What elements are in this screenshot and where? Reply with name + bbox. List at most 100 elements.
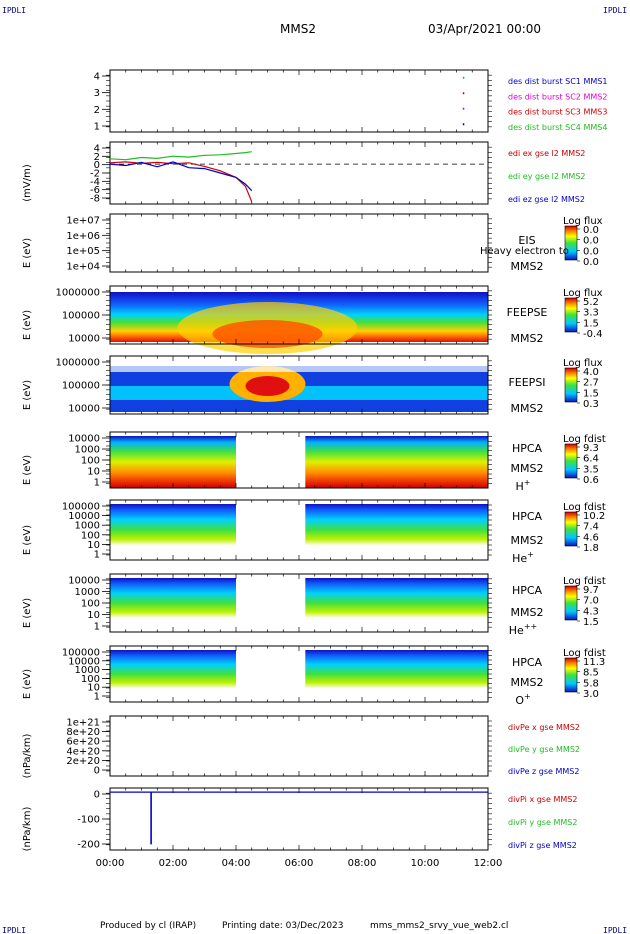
footer-printing-date: Printing date: 03/Dec/2023 xyxy=(222,921,344,931)
y-tick-label: 2 xyxy=(94,105,100,116)
y-tick-label: 4e+20 xyxy=(66,746,100,757)
legend-entry: des dist burst SC3 MMS3 xyxy=(508,108,607,117)
corner-label-tl: IPDLI xyxy=(2,6,27,15)
overlay-label: Heavy electron to xyxy=(480,246,569,257)
colorbar-value: 9.7 xyxy=(583,585,599,596)
colorbar-value: 0.0 xyxy=(583,246,599,257)
instrument-label: HPCA xyxy=(512,442,543,455)
panel-frame-edi-e-field xyxy=(109,141,489,205)
colorbar-title: Log flux xyxy=(563,358,603,369)
colorbar-value: 4.3 xyxy=(583,606,599,617)
spacecraft-label: MMS2 xyxy=(511,606,544,619)
y-tick-label: 10 xyxy=(87,610,100,621)
y-tick-label: 1 xyxy=(94,692,100,703)
species-label: O+ xyxy=(515,692,530,707)
species-label: He++ xyxy=(509,622,537,637)
burst-marker xyxy=(462,92,465,95)
y-tick-label: -8 xyxy=(90,194,100,205)
y-tick-label: 10000 xyxy=(68,576,100,587)
y-axis-label: (nPa/km) xyxy=(22,734,33,779)
burst-marker xyxy=(462,107,465,110)
datetime-title: 03/Apr/2021 00:00 xyxy=(428,22,542,36)
spacecraft-label: MMS2 xyxy=(511,402,544,415)
y-tick-label: 4 xyxy=(94,144,100,155)
panel-frame-divpi xyxy=(109,787,489,851)
x-tick-label: 12:00 xyxy=(474,858,503,869)
colorbar-title: Log flux xyxy=(563,288,603,299)
footer-produced-by: Produced by cl (IRAP) xyxy=(100,921,197,931)
y-tick-label: 10000 xyxy=(68,656,100,667)
footer-filename: mms_mms2_srvy_vue_web2.cl xyxy=(370,921,509,931)
spacecraft-label: MMS2 xyxy=(511,676,544,689)
y-tick-label: 100 xyxy=(81,456,100,467)
colorbar xyxy=(564,297,578,333)
y-axis-label: E (eV) xyxy=(22,238,33,268)
legend-entry: divPe x gse MMS2 xyxy=(508,723,580,732)
y-axis-label: E (eV) xyxy=(22,525,33,555)
colorbar xyxy=(564,225,578,261)
legend-entry: des dist burst SC4 MMS4 xyxy=(508,123,607,132)
corner-label-br: IPDLI xyxy=(603,926,628,934)
y-tick-label: 1e+07 xyxy=(66,216,100,227)
legend-entry: edi ey gse l2 MMS2 xyxy=(508,172,586,181)
spectrogram-hotspot xyxy=(245,376,290,396)
spacecraft-label: MMS2 xyxy=(511,332,544,345)
colorbar-value: 5.8 xyxy=(583,678,599,689)
colorbar-value: 9.3 xyxy=(583,443,599,454)
y-tick-label: -100 xyxy=(77,815,100,826)
colorbar-value: 1.5 xyxy=(583,388,599,399)
colorbar xyxy=(564,367,578,403)
y-tick-label: 10000 xyxy=(68,404,100,415)
corner-label-tr: IPDLI xyxy=(603,6,628,15)
x-tick-label: 04:00 xyxy=(222,858,251,869)
colorbar-value: 10.2 xyxy=(583,511,605,522)
legend-entry: divPe y gse MMS2 xyxy=(508,745,580,754)
spectrogram-hotspot xyxy=(212,320,323,348)
y-tick-label: 100000 xyxy=(62,648,100,659)
y-tick-label: -2 xyxy=(90,169,100,180)
y-axis-label: E (eV) xyxy=(22,310,33,340)
y-tick-label: 10000 xyxy=(68,334,100,345)
series-line xyxy=(110,791,488,845)
species-label: He+ xyxy=(512,550,534,565)
y-tick-label: 1000000 xyxy=(55,288,100,299)
y-tick-label: 1e+05 xyxy=(66,246,100,257)
spacecraft-label: MMS2 xyxy=(511,260,544,273)
colorbar-value: 0.6 xyxy=(583,475,599,486)
panel-frame-divpe xyxy=(109,715,489,777)
colorbar-value: 0.0 xyxy=(583,236,599,247)
colorbar-value: 11.3 xyxy=(583,657,605,668)
colorbar xyxy=(564,585,578,621)
colorbar xyxy=(564,657,578,693)
spacecraft-label: MMS2 xyxy=(511,462,544,475)
y-tick-label: 100 xyxy=(81,674,100,685)
burst-marker xyxy=(462,76,465,79)
y-tick-label: 1e+04 xyxy=(66,262,100,273)
colorbar-value: 0.0 xyxy=(583,225,599,236)
y-tick-label: 1000 xyxy=(75,587,100,598)
spectrogram-noise xyxy=(110,362,488,372)
species-label: H+ xyxy=(516,478,531,493)
y-axis-label: E (eV) xyxy=(22,455,33,485)
spacecraft-title: MMS2 xyxy=(280,22,316,36)
x-tick-label: 02:00 xyxy=(159,858,188,869)
y-tick-label: 1 xyxy=(94,550,100,561)
x-tick-label: 06:00 xyxy=(285,858,314,869)
y-tick-label: -4 xyxy=(90,177,100,188)
colorbar-value: 4.6 xyxy=(583,532,599,543)
y-tick-label: 3 xyxy=(94,88,100,99)
spectrogram xyxy=(110,436,236,488)
y-axis-label: E (eV) xyxy=(22,598,33,628)
legend-entry: edi ez gse l2 MMS2 xyxy=(508,195,585,204)
y-tick-label: 10000 xyxy=(68,511,100,522)
colorbar-value: 3.3 xyxy=(583,308,599,319)
y-tick-label: 6e+20 xyxy=(66,737,100,748)
legend-entry: divPi y gse MMS2 xyxy=(508,818,577,827)
y-tick-label: 1000 xyxy=(75,521,100,532)
colorbar-value: 3.0 xyxy=(583,689,599,700)
y-tick-label: 0 xyxy=(94,766,100,777)
spectrogram xyxy=(110,504,236,556)
legend-entry: divPi z gse MMS2 xyxy=(508,841,577,850)
